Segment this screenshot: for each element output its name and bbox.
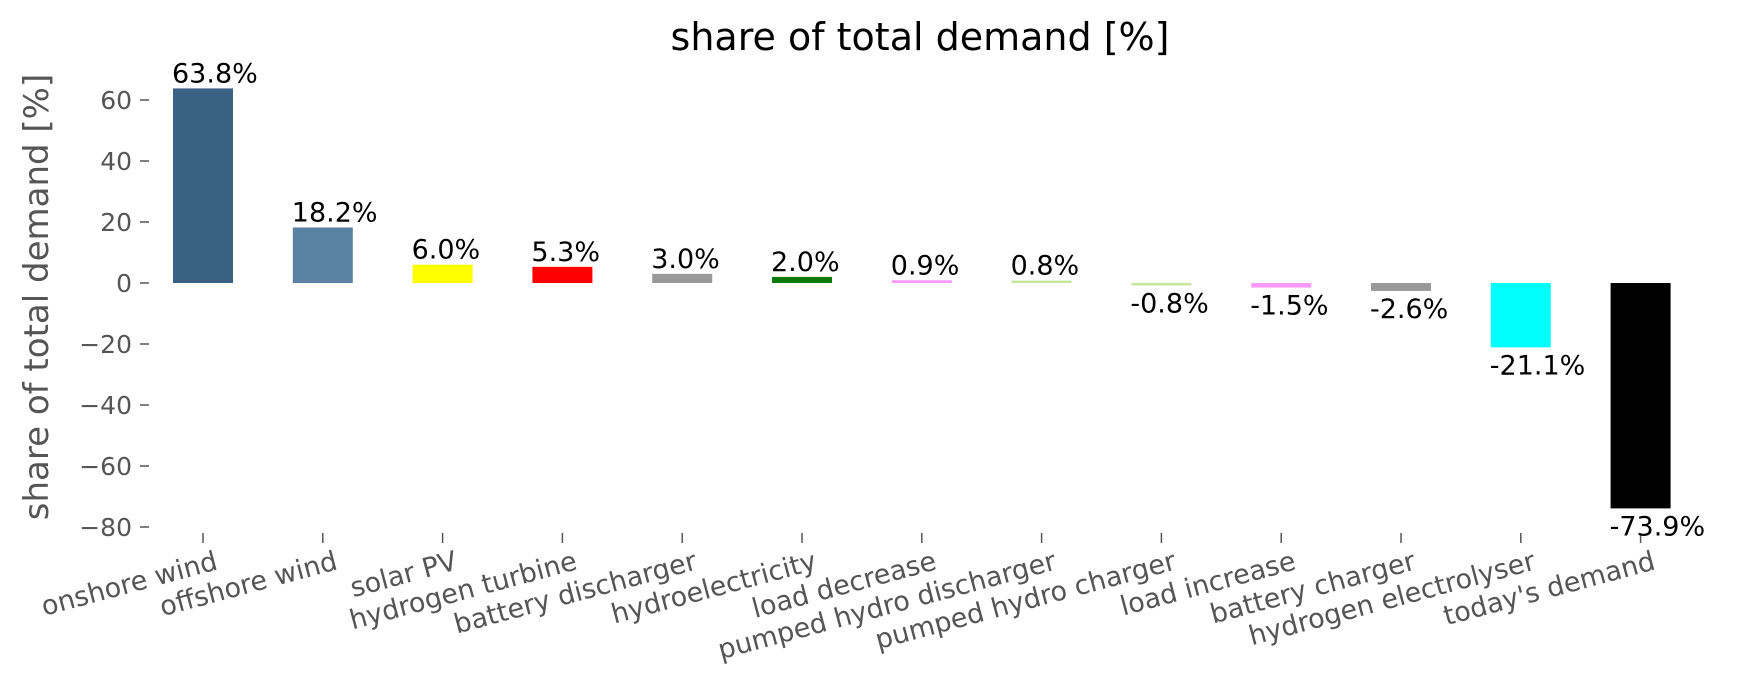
y-tick-label: 40 [100, 147, 132, 176]
data-label: 5.3% [531, 237, 600, 268]
bar-battery-discharger [652, 273, 713, 283]
chart-title: share of total demand [%] [671, 15, 1170, 59]
y-tick-label: −60 [79, 452, 132, 481]
data-label: 63.8% [172, 58, 258, 89]
data-labels: 63.8% 18.2% 6.0% 5.3% 3.0% 2.0% 0.9% 0.8% -0.8% -… [172, 58, 1705, 542]
bar-hydrogen-electrolyser [1490, 283, 1551, 348]
data-label: 6.0% [412, 235, 481, 266]
bars [173, 88, 1671, 509]
bar-hydroelectricity [772, 276, 832, 283]
data-label: -2.6% [1370, 294, 1448, 325]
data-label: 3.0% [651, 244, 720, 275]
data-label: -1.5% [1250, 291, 1328, 322]
y-tick-label: 60 [100, 86, 132, 115]
y-tick-label: −80 [79, 513, 132, 542]
bar-load-increase [1251, 283, 1312, 288]
bar-solar-pv [412, 264, 473, 283]
y-tick-label: −40 [79, 391, 132, 420]
bar-pumped-hydro-charger [1131, 283, 1192, 286]
bar-load-decrease [891, 280, 952, 283]
data-label: 18.2% [292, 197, 378, 228]
data-label: -21.1% [1490, 350, 1586, 381]
bar-hydrogen-turbine [532, 266, 593, 283]
data-label: 0.8% [1011, 251, 1080, 282]
y-tick-label: −20 [79, 330, 132, 359]
data-label: -73.9% [1610, 511, 1706, 542]
bar-pumped-hydro-discharger [1011, 280, 1072, 283]
y-tick-label: 0 [116, 269, 132, 298]
y-axis-label: share of total demand [%] [17, 74, 57, 520]
y-axis: 60 40 20 0 −20 −40 −60 −80 [79, 86, 149, 542]
data-label: 2.0% [771, 247, 840, 278]
bar-today-s-demand [1610, 283, 1671, 509]
y-tick-label: 20 [100, 208, 132, 237]
bar-battery-charger [1371, 283, 1431, 291]
data-label: -0.8% [1130, 288, 1208, 319]
bar-onshore-wind [173, 88, 233, 283]
data-label: 0.9% [891, 250, 960, 281]
bar-offshore-wind [292, 227, 353, 283]
